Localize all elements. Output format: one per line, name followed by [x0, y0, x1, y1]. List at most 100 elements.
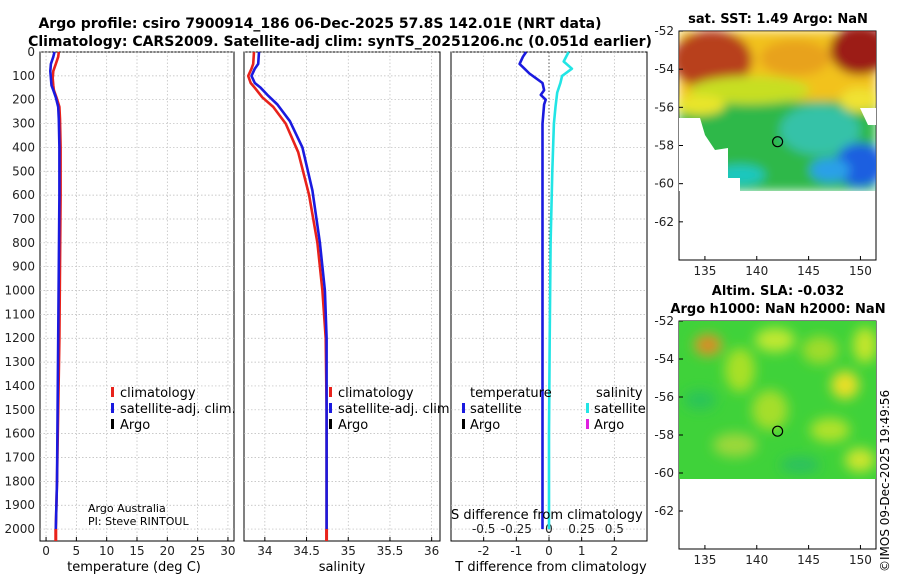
timestamp: ©IMOS 09-Dec-2025 19:49:56 — [878, 390, 892, 572]
difference-xlabel-salinity: S difference from climatology — [451, 508, 643, 523]
x-tick-label: 36 — [424, 544, 439, 558]
map-y-tick-label: -58 — [654, 139, 674, 153]
legend-d-s-satellite: satellite — [594, 402, 646, 417]
map-x-tick-label: 145 — [797, 553, 820, 567]
depth-tick-label: 0 — [27, 45, 35, 59]
legend-climatology-swatch — [111, 387, 114, 397]
depth-tick-label: 300 — [12, 117, 35, 131]
figure-title-line1: Argo profile: csiro 7900914_186 06-Dec-2… — [38, 16, 601, 32]
legend-satellite-adj: satellite-adj. clim. — [120, 402, 236, 417]
x-tick-label: -1 — [510, 544, 522, 558]
series-line-satellite-adj-clim- — [48, 51, 61, 530]
legend-d-s-satellite-swatch — [586, 403, 589, 413]
map-y-tick-label: -62 — [654, 215, 674, 229]
map-y-tick-label: -52 — [654, 24, 674, 38]
map-x-tick-label: 135 — [693, 264, 716, 278]
sla-map: Altim. SLA: -0.032 Argo h1000: NaN h2000… — [654, 284, 885, 567]
map-y-tick-label: -62 — [654, 504, 674, 518]
x-tick-label: 2 — [611, 544, 619, 558]
salinity-series — [246, 51, 329, 541]
map-x-tick-label: 140 — [745, 264, 768, 278]
x2-tick-label: 0.5 — [605, 522, 624, 536]
depth-tick-label: 800 — [12, 236, 35, 250]
x2-tick-label: 0.25 — [568, 522, 595, 536]
difference-x-ticks: -2 -1 0 1 2 — [478, 537, 618, 558]
depth-tick-label: 1700 — [4, 451, 35, 465]
legend-argo: Argo — [120, 418, 150, 433]
legend-d-t-argo: Argo — [470, 418, 500, 433]
depth-tick-label: 900 — [12, 260, 35, 274]
legend-s-argo: Argo — [338, 418, 368, 433]
map-y-tick-label: -52 — [654, 314, 674, 328]
temperature-axes-frame — [39, 51, 235, 542]
credit-line1: Argo Australia — [88, 502, 166, 515]
x-tick-label: 5 — [73, 544, 81, 558]
map-x-tick-label: 140 — [745, 553, 768, 567]
legend-d-t-satellite: satellite — [470, 402, 522, 417]
legend-s-satellite-swatch — [329, 403, 332, 413]
temperature-panel: 0100200300400500600700800900100011001200… — [4, 45, 235, 575]
sst-missing-right — [860, 108, 876, 125]
difference-series — [518, 51, 574, 530]
temperature-depth-ticks: 0 100 200 300 400 500 600 700 800 900 1000 1100 1200… — [4, 45, 35, 536]
salinity-panel: 34 34.5 35 35.5 36 salinity climatology sate… — [243, 51, 454, 575]
figure-title-line2: Climatology: CARS2009. Satellite-adj cli… — [28, 34, 652, 50]
legend-d-s-argo: Argo — [594, 418, 624, 433]
map-y-tick-label: -60 — [654, 466, 674, 480]
depth-tick-label: 1800 — [4, 474, 35, 488]
legend-d-salinity-title: salinity — [596, 386, 643, 401]
map-y-tick-label: -60 — [654, 177, 674, 191]
x-tick-label: 20 — [160, 544, 175, 558]
salinity-grid — [244, 51, 440, 541]
depth-tick-label: 500 — [12, 164, 35, 178]
legend-satellite-swatch — [111, 403, 114, 413]
map-y-tick-label: -58 — [654, 428, 674, 442]
x2-tick-label: -0.25 — [501, 522, 532, 536]
sst-map-ticks: 135 140 145 150 -52 -54 -56 -58 -60 -62 — [654, 24, 872, 278]
salinity-x-ticks: 34 34.5 35 35.5 36 — [257, 537, 439, 558]
salinity-axes-frame — [243, 51, 441, 542]
sla-argo-marker — [772, 425, 784, 437]
map-y-tick-label: -56 — [654, 390, 674, 404]
x-tick-label: 30 — [220, 544, 235, 558]
depth-tick-label: 1200 — [4, 331, 35, 345]
depth-tick-label: 400 — [12, 140, 35, 154]
sst-argo-marker — [772, 136, 784, 148]
x-tick-label: 10 — [99, 544, 114, 558]
temperature-xlabel: temperature (deg C) — [67, 560, 201, 575]
x-tick-label: -2 — [478, 544, 490, 558]
x-tick-label: 15 — [129, 544, 144, 558]
depth-tick-label: 1900 — [4, 498, 35, 512]
legend-s-climatology: climatology — [338, 386, 414, 401]
depth-tick-label: 1300 — [4, 355, 35, 369]
series-line-satellite-adj-clim- — [250, 51, 328, 530]
x-tick-label: 34 — [257, 544, 272, 558]
depth-tick-label: 1600 — [4, 427, 35, 441]
temperature-x-ticks: 0 5 10 15 20 25 30 — [42, 537, 236, 558]
depth-tick-label: 2000 — [4, 522, 35, 536]
legend-s-climatology-swatch — [329, 387, 332, 397]
x-tick-label: 0 — [42, 544, 50, 558]
depth-tick-label: 1500 — [4, 403, 35, 417]
x-tick-label: 1 — [578, 544, 586, 558]
x-tick-label: 34.5 — [293, 544, 320, 558]
map-y-tick-label: -54 — [654, 62, 674, 76]
depth-tick-label: 1100 — [4, 307, 35, 321]
legend-s-argo-swatch — [329, 419, 332, 429]
map-x-tick-label: 135 — [693, 553, 716, 567]
legend-d-t-argo-swatch — [462, 419, 465, 429]
sla-map-title-line1: Altim. SLA: -0.032 — [712, 284, 844, 299]
series-line-salinity-satellite — [547, 51, 574, 530]
depth-tick-label: 200 — [12, 93, 35, 107]
temperature-series — [48, 51, 62, 541]
x-tick-label: 0 — [545, 544, 553, 558]
series-line-temperature-satellite — [518, 51, 548, 530]
difference-xlabel-temperature: T difference from climatology — [454, 560, 647, 575]
map-x-tick-label: 145 — [797, 264, 820, 278]
depth-tick-label: 700 — [12, 212, 35, 226]
depth-tick-label: 600 — [12, 188, 35, 202]
sst-map: sat. SST: 1.49 Argo: NaN 135 140 145 150 -52… — [654, 12, 877, 278]
map-x-tick-label: 150 — [849, 553, 872, 567]
depth-tick-label: 1000 — [4, 284, 35, 298]
